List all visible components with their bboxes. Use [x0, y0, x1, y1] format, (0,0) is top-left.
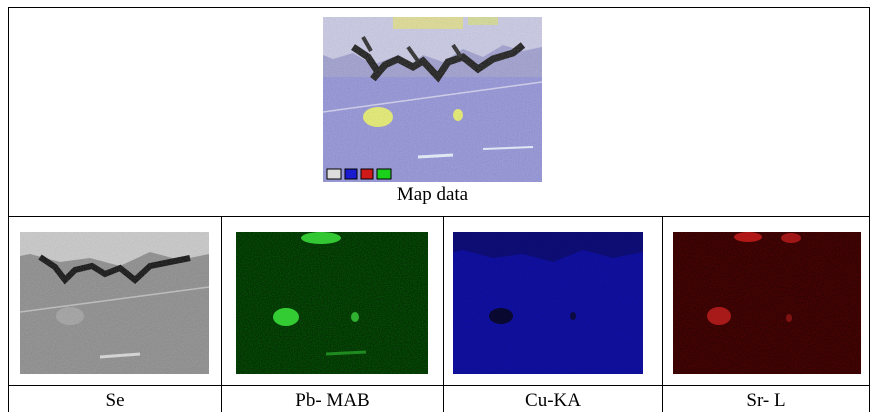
cu-label: Cu-KA [525, 390, 581, 411]
cu-map-image [453, 232, 643, 374]
pb-map-image [236, 232, 428, 374]
label-row-divider [8, 385, 870, 386]
sr-map-image [673, 232, 861, 374]
column-divider [221, 216, 222, 412]
element-maps-row [8, 216, 870, 412]
sr-label: Sr- L [746, 390, 786, 411]
legend-swatches [326, 168, 392, 180]
se-label: Se [105, 390, 125, 411]
se-map-image [20, 232, 209, 374]
column-divider [662, 216, 663, 412]
pb-label: Pb- MAB [295, 390, 370, 411]
column-divider [443, 216, 444, 412]
composite-caption: Map data [396, 184, 469, 205]
composite-map-image [323, 17, 542, 182]
